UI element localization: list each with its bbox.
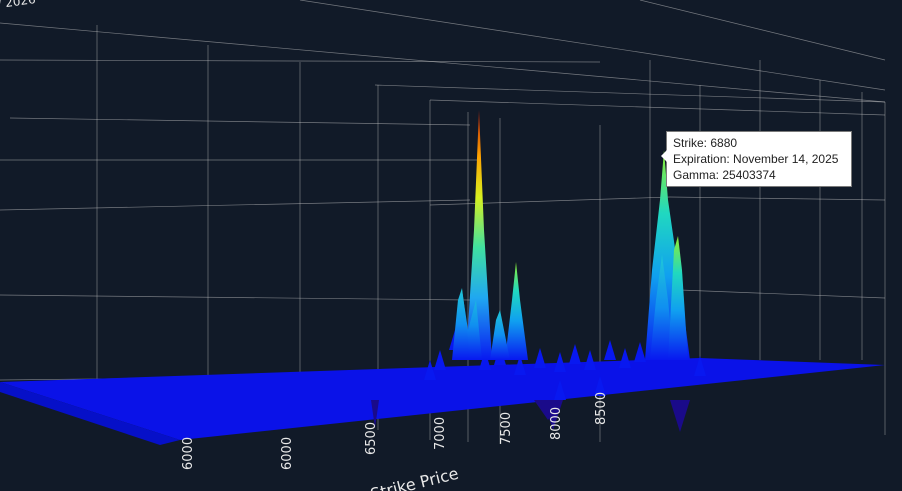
grid-line: [299, 0, 886, 91]
grid-line: [0, 199, 471, 211]
gamma-peak: [452, 288, 470, 360]
grid-line: [0, 294, 471, 301]
grid-line: [679, 289, 886, 299]
gamma-peak: [490, 310, 510, 360]
x-tick-label: 6000: [181, 437, 196, 470]
grid-line: [669, 196, 886, 201]
surface-ridge: [569, 344, 581, 364]
gamma-peak: [650, 255, 674, 360]
x-tick-label: 8000: [549, 407, 564, 440]
surface-edge: [0, 382, 180, 445]
surface-ridge: [434, 350, 446, 370]
surface-ridge: [594, 376, 606, 396]
grid-line: [374, 84, 886, 103]
gamma-spikes: [452, 110, 690, 360]
surface-ridge: [634, 342, 646, 362]
grid-line: [639, 0, 886, 61]
x-tick-label: 7000: [433, 417, 448, 450]
surface-ridge: [554, 352, 566, 372]
tooltip-expiration: Expiration: November 14, 2025: [673, 152, 839, 166]
tooltip-pointer: [661, 150, 667, 162]
grid-line: [0, 22, 886, 103]
surface-sheet: [0, 358, 885, 440]
surface-dip: [371, 400, 379, 428]
tooltip-gamma: Gamma: 25403374: [673, 168, 776, 182]
grid-line: [429, 99, 886, 116]
gamma-surface: [0, 330, 885, 445]
x-tick-label: 6000: [280, 437, 295, 470]
grid-line: [0, 59, 601, 63]
tooltip-strike: Strike: 6880: [673, 136, 738, 150]
surface-ridge: [514, 355, 526, 375]
surface-ridge: [584, 350, 596, 370]
surface-ridge: [554, 380, 566, 400]
gamma-peak: [466, 110, 492, 360]
x-tick-label: 6500: [364, 422, 379, 455]
x-axis-ticks: 6000 6000 6500 7000 7500 8000 8500: [181, 392, 609, 470]
x-tick-label: 7500: [499, 412, 514, 445]
gamma-peak: [668, 236, 688, 360]
surface-ridge: [694, 356, 706, 376]
surface-ridge: [424, 360, 436, 380]
surface-ridge: [619, 348, 631, 368]
surface-dip: [670, 400, 690, 432]
grid-line: [429, 196, 671, 206]
corner-tick-label: / 2026: [0, 0, 36, 11]
grid-lines: [0, 0, 886, 444]
x-axis-title: Strike Price: [368, 464, 460, 491]
gamma-peak: [505, 262, 528, 360]
surface-ridge: [604, 340, 616, 360]
grid-line: [9, 117, 471, 126]
hover-tooltip: Strike: 6880 Expiration: November 14, 20…: [661, 131, 852, 187]
surface-ridge: [534, 348, 546, 368]
x-tick-label: 8500: [594, 392, 609, 425]
surface-dip: [543, 400, 563, 430]
